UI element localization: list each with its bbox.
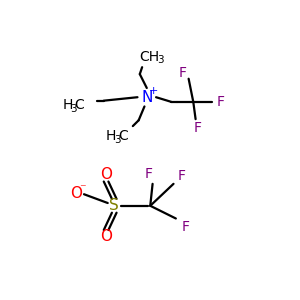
Text: C: C [118, 130, 128, 143]
Text: 3: 3 [158, 55, 164, 65]
Text: F: F [194, 122, 202, 135]
Text: F: F [179, 66, 187, 80]
Text: O: O [100, 230, 112, 244]
Text: S: S [110, 198, 119, 213]
Text: N: N [141, 90, 152, 105]
Text: 3: 3 [70, 103, 77, 113]
Text: ⁻: ⁻ [80, 182, 86, 195]
Text: F: F [181, 220, 189, 234]
Text: CH: CH [139, 50, 159, 64]
Text: F: F [217, 95, 225, 109]
Text: H: H [106, 130, 116, 143]
Text: O: O [70, 186, 82, 201]
Text: F: F [144, 167, 152, 181]
Text: H: H [62, 98, 73, 112]
Text: C: C [74, 98, 84, 112]
Text: O: O [100, 167, 112, 182]
Text: 3: 3 [114, 135, 120, 145]
Text: +: + [148, 86, 158, 96]
Text: F: F [177, 169, 185, 183]
